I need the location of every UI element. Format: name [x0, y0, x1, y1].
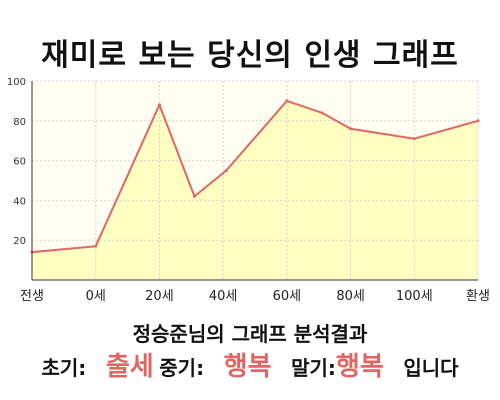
early-value: 출세	[105, 352, 154, 382]
y-tick-label: 60	[13, 157, 26, 168]
x-tick-label: 20세	[145, 289, 174, 304]
x-tick-label: 100세	[396, 289, 433, 304]
x-tick-label: 60세	[273, 289, 302, 304]
y-tick-label: 100	[7, 77, 26, 88]
y-tick-label: 20	[13, 236, 26, 247]
data-point	[412, 137, 416, 141]
data-point	[285, 99, 289, 103]
area-fill	[32, 100, 478, 281]
data-point	[476, 119, 480, 123]
result-summary: 초기: 출세 중기: 행복 말기:행복 입니다	[0, 346, 500, 383]
page-title: 재미로 보는 당신의 인생 그래프	[41, 38, 459, 73]
late-label: 말기:	[291, 356, 336, 380]
x-tick-label: 전생	[20, 289, 44, 304]
late-value: 행복	[335, 352, 384, 382]
x-tick-label: 환생	[466, 289, 490, 304]
data-point	[157, 103, 161, 107]
middle-value: 행복	[223, 352, 272, 382]
y-tick-label: 80	[13, 117, 26, 128]
early-label: 초기:	[41, 356, 87, 380]
data-point	[349, 127, 353, 131]
result-heading: 정승준님의 그래프 분석결과	[132, 322, 368, 346]
life-graph-chart: 20 40 60 80 100 전생 0세 20세 40세 60세 80세 100세 환생	[7, 77, 490, 304]
data-point	[192, 194, 196, 198]
y-tick-label: 40	[13, 196, 26, 207]
data-point	[94, 244, 98, 248]
middle-label: 중기:	[159, 356, 205, 380]
x-tick-label: 40세	[209, 289, 238, 304]
x-tick-label: 0세	[86, 289, 106, 304]
data-point	[224, 169, 228, 173]
ending-text: 입니다	[403, 356, 459, 380]
data-point	[320, 111, 324, 115]
series-line	[31, 99, 479, 254]
x-tick-label: 80세	[336, 289, 365, 304]
